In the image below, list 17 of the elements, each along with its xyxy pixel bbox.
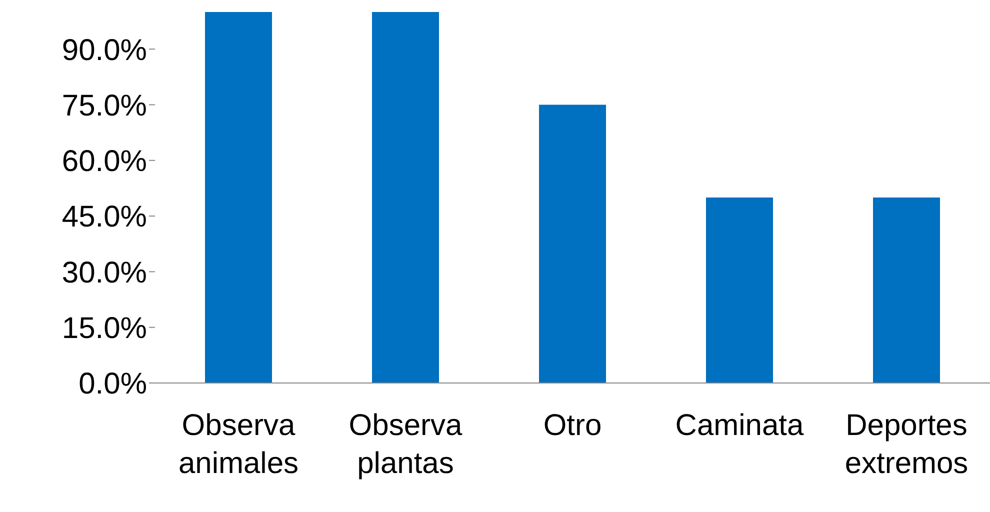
y-tick-label: 15.0% [62,312,147,345]
x-tick-label: Deportes extremos [844,409,968,480]
x-tick-label: Caminata [675,409,804,442]
y-tick-label: 75.0% [62,89,147,122]
bar [706,198,773,383]
x-tick-label: Otro [543,409,602,442]
y-tick-label: 45.0% [62,200,147,234]
y-tick-label: 0.0% [78,368,147,401]
x-tick-label: Observa animales [178,409,299,480]
y-tick-label: 60.0% [62,145,147,178]
bar [372,12,439,383]
bar [539,104,606,383]
y-tick-label: 30.0% [62,256,147,290]
y-tick-label: 90.0% [62,34,147,67]
bar [873,198,940,383]
x-tick-label: Observa plantas [348,409,462,480]
bar [205,12,272,383]
